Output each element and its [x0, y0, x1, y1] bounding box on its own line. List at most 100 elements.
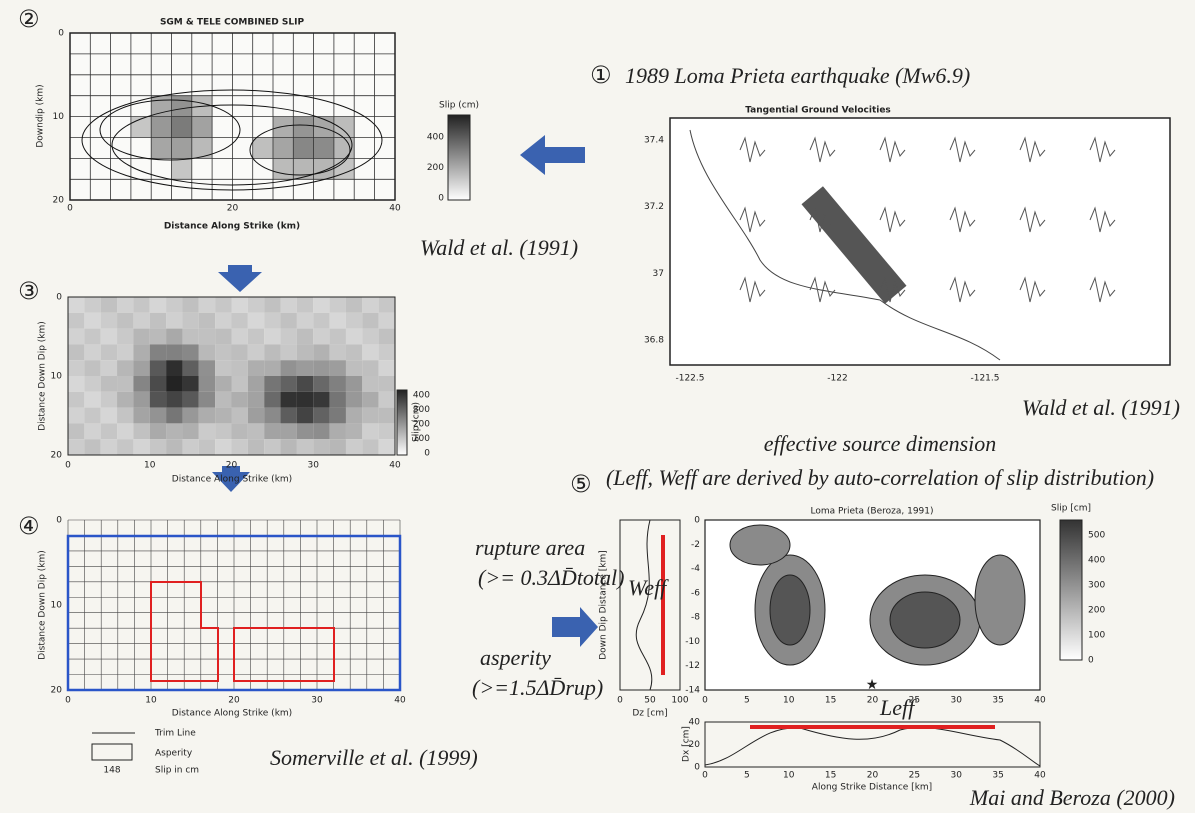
tick-label: 40: [394, 696, 406, 706]
tick-label: 100: [671, 696, 688, 706]
slip-cell: [378, 312, 395, 329]
slip-cell: [264, 423, 281, 440]
seismogram: [879, 136, 906, 163]
slip-cell: [296, 344, 314, 361]
seismogram: [1019, 276, 1046, 303]
slip-cell: [252, 137, 273, 159]
slip-cell: [264, 312, 281, 329]
slip-cell: [68, 423, 85, 440]
tick-label: 20: [228, 696, 240, 706]
slip-cell: [329, 360, 346, 376]
tick-label: 50: [644, 696, 656, 706]
colorbar: [447, 114, 471, 201]
slip-cell: [273, 158, 294, 180]
slip-cell: [117, 439, 134, 455]
slip-cell: [378, 297, 395, 313]
slip-cell: [345, 297, 363, 313]
tick-label: 20: [867, 696, 879, 706]
slip-cell: [313, 297, 330, 313]
tick-label: 40: [1034, 771, 1046, 781]
tick-label: 36.8: [644, 336, 664, 346]
tick-label: 10: [51, 372, 63, 382]
tick-label: 5: [744, 696, 750, 706]
seismogram: [739, 136, 766, 163]
slip-patch: [729, 524, 791, 566]
slip-cell: [215, 297, 232, 313]
slip-cell: [378, 407, 395, 424]
legend-label: Trim Line: [154, 729, 196, 739]
slip-cell: [149, 328, 167, 345]
slip-cell: [296, 376, 314, 392]
slip-cell: [313, 360, 330, 376]
slip-cell: [198, 407, 216, 424]
slip-cell: [149, 312, 167, 329]
tick-label: 5: [744, 771, 750, 781]
slip-cell: [182, 312, 199, 329]
slip-cell: [117, 423, 134, 440]
slip-cell: [198, 376, 216, 392]
slip-cell: [329, 407, 346, 424]
slip-cell: [100, 312, 118, 329]
slip-cell: [378, 344, 395, 361]
slip-cell: [68, 312, 85, 329]
slip-cell: [100, 360, 118, 376]
slip-cell: [133, 297, 150, 313]
slip-cell: [362, 312, 379, 329]
slip-cell: [247, 312, 265, 329]
slip-cell: [313, 137, 334, 159]
slip-cell: [100, 344, 118, 361]
slip-cell: [264, 407, 281, 424]
slip-cell: [68, 297, 85, 313]
frame: [67, 296, 396, 456]
slip-cell: [273, 116, 294, 138]
slip-cell: [280, 439, 297, 455]
credit: Wald et al. (1991): [1022, 395, 1180, 420]
arrows: [212, 135, 598, 647]
slip-cell: [68, 439, 85, 455]
slip-cell: [100, 423, 118, 440]
tick-label: 10: [783, 696, 795, 706]
slip-cell: [215, 407, 232, 424]
panel-title: 1989 Loma Prieta earthquake (Mw6.9): [625, 63, 970, 88]
tick-label: 40: [389, 461, 401, 471]
slip-cell: [68, 391, 85, 408]
slip-cell: [296, 423, 314, 440]
slip-cell: [84, 297, 101, 313]
slip-cell: [182, 376, 199, 392]
slip-cell: [215, 328, 232, 345]
axis-label: Dx [cm]: [682, 726, 692, 762]
slip-cell: [264, 391, 281, 408]
slip-cell: [280, 344, 297, 361]
slip-cell: [171, 158, 192, 180]
slip-cell: [362, 391, 379, 408]
slip-cell: [84, 391, 101, 408]
arrow-left: [520, 135, 585, 175]
slip-cell: [329, 376, 346, 392]
axis-label: Distance Along Strike (km): [164, 222, 300, 232]
slip-cell: [182, 391, 199, 408]
slip-cell: [264, 297, 281, 313]
slip-cell: [215, 391, 232, 408]
slip-cell: [264, 360, 281, 376]
contour: [99, 99, 241, 161]
slip-cell: [247, 328, 265, 345]
tick-label: -10: [685, 637, 700, 647]
seismogram: [949, 276, 976, 303]
slip-cell: [231, 407, 248, 424]
slip-cell: [117, 407, 134, 424]
heading: effective source dimension: [764, 431, 997, 456]
slip-cell: [117, 360, 134, 376]
tick-label: 0: [702, 771, 708, 781]
slip-cell: [362, 297, 379, 313]
tick-label: 35: [992, 771, 1003, 781]
tick-label: 37.4: [644, 136, 664, 146]
slip-cell: [68, 344, 85, 361]
slip-cell: [231, 439, 248, 455]
weff-label: Weff: [628, 575, 669, 600]
axis-label: Downdip (km): [36, 84, 46, 147]
slip-cell: [149, 376, 167, 392]
slip-cell: [247, 423, 265, 440]
credit: Somerville et al. (1999): [270, 745, 478, 770]
tick-label: 300: [413, 405, 430, 415]
slip-cell: [100, 439, 118, 455]
